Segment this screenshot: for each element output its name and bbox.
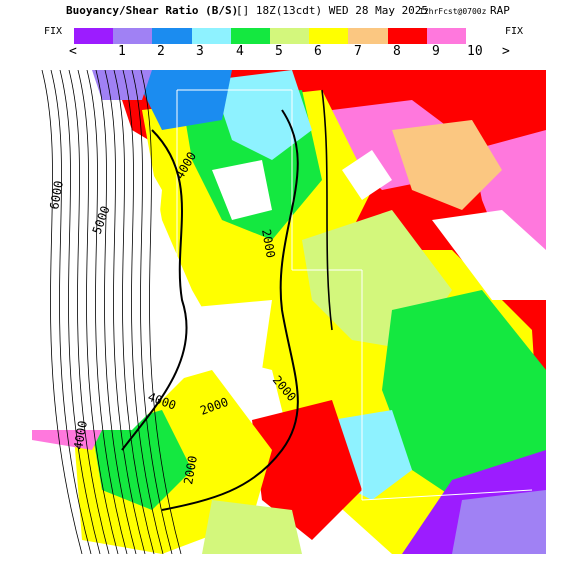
shaded-region — [92, 410, 192, 510]
title-forecast-hour: 12hrFcst@0700z — [419, 7, 487, 16]
height-contour — [161, 109, 299, 511]
blank-region — [342, 150, 392, 200]
contour-label: 2000 — [181, 455, 200, 486]
arrow-right-label: > — [502, 44, 510, 59]
shaded-region — [252, 400, 362, 540]
terrain-contour — [50, 70, 92, 554]
fix-left-label: FIX — [44, 26, 63, 37]
fix-right-label: FIX — [505, 26, 524, 37]
blank-region — [432, 210, 546, 300]
legend-swatch-3 — [152, 28, 192, 44]
shaded-region — [382, 290, 546, 510]
terrain-contour — [104, 70, 146, 554]
title-model: RAP — [490, 4, 510, 17]
terrain-contour — [41, 70, 83, 554]
legend-swatch-5 — [230, 28, 271, 44]
terrain-contour — [95, 70, 137, 554]
legend-swatch-9 — [387, 28, 427, 44]
color-legend — [74, 28, 467, 44]
legend-swatch-10 — [426, 28, 467, 44]
legend-ticks: < > 1 2 3 4 5 6 7 8 9 10 — [0, 44, 579, 62]
chart-title: Buoyancy/Shear Ratio (B/S) [] 18Z(13cdt)… — [0, 4, 579, 22]
terrain-contour — [68, 70, 110, 554]
terrain-contour — [59, 70, 101, 554]
height-contour — [321, 89, 333, 331]
contour-label: 6000 — [47, 180, 66, 211]
legend-swatch-7 — [309, 28, 349, 44]
title-valid-time: [] 18Z(13cdt) WED 28 May 2025 — [236, 4, 429, 17]
legend-swatch-2 — [113, 28, 153, 44]
shaded-region — [132, 70, 232, 130]
terrain-contour — [122, 70, 164, 554]
legend-tick-2: 2 — [157, 44, 165, 59]
terrain-contour — [86, 70, 128, 554]
height-contour — [121, 129, 188, 451]
shaded-region — [202, 500, 302, 554]
shaded-region — [452, 490, 546, 554]
legend-tick-7: 7 — [354, 44, 362, 59]
legend-swatch-8 — [348, 28, 388, 44]
legend-tick-5: 5 — [275, 44, 283, 59]
map-panel: 6000 5000 4000 2000 2000 2000 4000 2000 4000 — [32, 70, 546, 554]
terrain-contour — [77, 70, 119, 554]
legend-swatch-6 — [270, 28, 310, 44]
contour-label: 4000 — [71, 420, 90, 451]
legend-tick-3: 3 — [196, 44, 204, 59]
legend-tick-1: 1 — [118, 44, 126, 59]
contour-label: 2000 — [259, 228, 278, 259]
title-main: Buoyancy/Shear Ratio (B/S) — [66, 4, 239, 17]
terrain-contour — [131, 70, 173, 554]
shaded-region — [212, 70, 312, 160]
legend-tick-10: 10 — [467, 44, 483, 59]
blank-region — [32, 120, 192, 430]
blank-region — [162, 300, 272, 370]
state-border — [361, 489, 533, 501]
legend-tick-6: 6 — [314, 44, 322, 59]
arrow-left-label: < — [69, 44, 77, 59]
blank-region — [212, 160, 272, 220]
legend-swatch-1 — [74, 28, 114, 44]
legend-tick-9: 9 — [432, 44, 440, 59]
legend-tick-8: 8 — [393, 44, 401, 59]
terrain-contour — [140, 70, 182, 554]
terrain-contour — [113, 70, 155, 554]
legend-tick-4: 4 — [236, 44, 244, 59]
legend-swatch-4 — [191, 28, 231, 44]
shaded-region — [392, 120, 502, 210]
